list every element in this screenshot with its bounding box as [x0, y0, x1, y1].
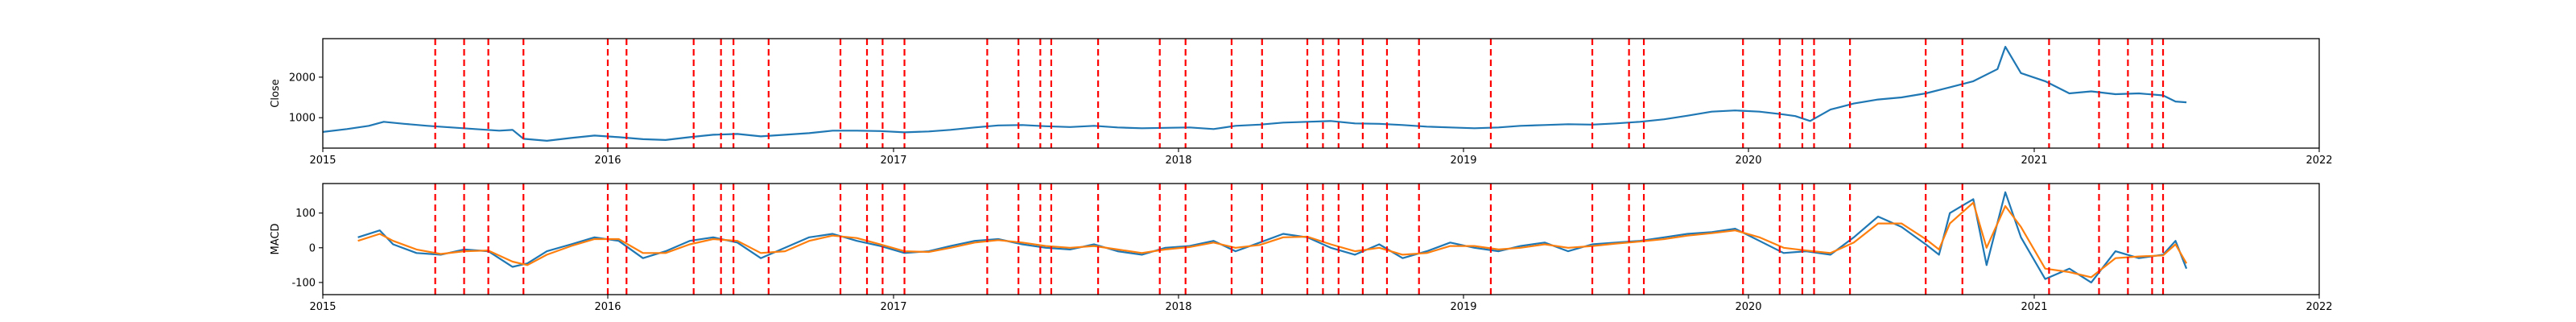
series-line-close-1 [323, 45, 2187, 142]
y-axis-label-macd: MACD [270, 224, 282, 255]
series-line-macd-2 [357, 201, 2188, 279]
x-tick-label-2018: 2018 [1165, 155, 1191, 167]
x-tick-label-2019: 2019 [1450, 301, 1476, 313]
x-tick-label-2019: 2019 [1450, 155, 1476, 167]
x-tick-label-2022: 2022 [2306, 301, 2332, 313]
x-tick-label-2015: 2015 [309, 301, 336, 313]
subplot-close: 2015 2016 2017 2018 2019 2020 2021 2022 1000 2000… [270, 38, 2333, 167]
y-axis-label-close: Close [270, 79, 282, 107]
subplot-macd: 2015 2016 2017 2018 2019 2020 2021 2022 -100 0 100… [270, 183, 2333, 313]
x-tick-label-2016: 2016 [594, 301, 621, 313]
x-tick-label-2016: 2016 [594, 155, 621, 167]
y-tick-label--100: -100 [291, 277, 316, 289]
series-line-macd-1 [357, 191, 2188, 283]
plot-area-macd [357, 184, 2188, 295]
x-tick-label-2018: 2018 [1165, 301, 1191, 313]
axes-frame-macd [322, 183, 2320, 295]
y-tick-label-100: 100 [295, 208, 316, 220]
y-tick-label-2000: 2000 [289, 72, 316, 84]
x-tick-label-2022: 2022 [2306, 155, 2332, 167]
x-tick-label-2017: 2017 [880, 155, 906, 167]
x-tick-label-2021: 2021 [2021, 155, 2047, 167]
x-tick-label-2020: 2020 [1735, 301, 1761, 313]
y-tick-label-0: 0 [309, 242, 316, 254]
x-tick-label-2020: 2020 [1735, 155, 1761, 167]
x-tick-label-2017: 2017 [880, 301, 906, 313]
x-tick-label-2021: 2021 [2021, 301, 2047, 313]
plot-area-close [323, 39, 2187, 148]
x-tick-label-2015: 2015 [309, 155, 336, 167]
axes-frame-close [322, 38, 2320, 149]
y-tick-label-1000: 1000 [289, 113, 316, 125]
